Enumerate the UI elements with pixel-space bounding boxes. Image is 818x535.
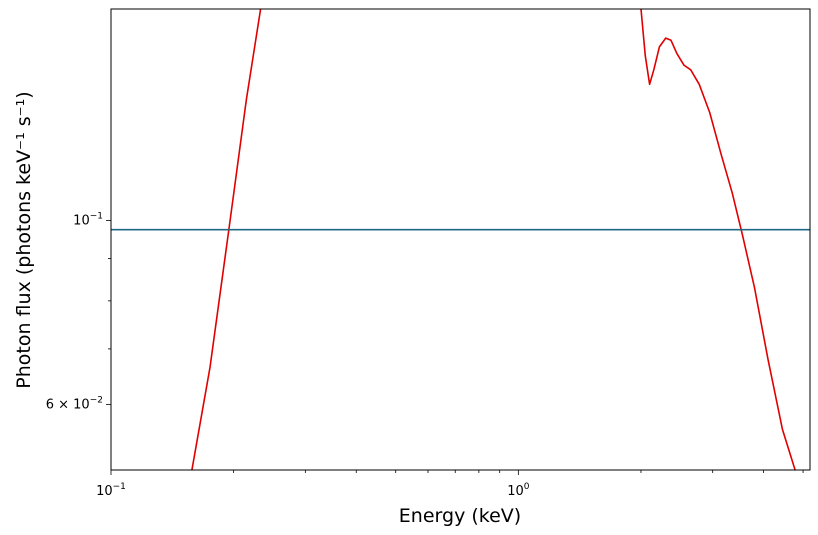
y-tick-label-0: 10−1 bbox=[73, 212, 103, 229]
x-tick-label-0: 10−1 bbox=[96, 482, 126, 499]
series-0-line-0 bbox=[191, 9, 262, 470]
ticks-layer: 10−1 100 10−1 6 × 10−2 bbox=[46, 212, 804, 499]
series-layer bbox=[111, 9, 810, 470]
x-axis-label: Energy (keV) bbox=[399, 505, 521, 527]
x-tick-label-1: 100 bbox=[507, 482, 530, 499]
plot-frame bbox=[110, 8, 811, 471]
y-tick-label-1: 6 × 10−2 bbox=[46, 395, 103, 412]
series-0-line-1 bbox=[640, 9, 796, 470]
y-axis-label: Photon flux (photons keV⁻¹ s⁻¹) bbox=[13, 91, 35, 388]
